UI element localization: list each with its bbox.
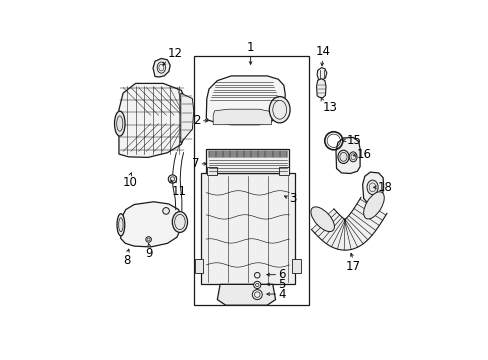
Polygon shape: [119, 84, 186, 157]
Ellipse shape: [117, 214, 124, 236]
Polygon shape: [213, 109, 271, 125]
Text: 1: 1: [246, 41, 254, 54]
Text: 17: 17: [345, 260, 360, 273]
Text: 2: 2: [193, 114, 200, 127]
Text: 15: 15: [346, 134, 360, 147]
Polygon shape: [362, 172, 383, 203]
Text: 10: 10: [122, 176, 137, 189]
Text: 4: 4: [278, 288, 285, 301]
Text: 9: 9: [145, 247, 153, 260]
Circle shape: [145, 237, 151, 242]
Polygon shape: [195, 260, 203, 273]
Ellipse shape: [269, 96, 289, 123]
Polygon shape: [317, 68, 326, 80]
Circle shape: [168, 175, 176, 183]
Polygon shape: [120, 202, 182, 247]
Circle shape: [252, 290, 262, 300]
Text: 11: 11: [171, 185, 186, 198]
Polygon shape: [316, 79, 325, 98]
Text: 14: 14: [315, 45, 329, 58]
Text: 16: 16: [356, 148, 371, 161]
Ellipse shape: [348, 152, 356, 162]
Text: 7: 7: [191, 157, 199, 170]
Text: 12: 12: [167, 47, 182, 60]
Text: 13: 13: [322, 102, 337, 114]
Polygon shape: [206, 76, 285, 125]
Ellipse shape: [363, 192, 384, 219]
Text: 3: 3: [289, 192, 296, 205]
Ellipse shape: [172, 212, 187, 233]
Ellipse shape: [310, 207, 334, 231]
Polygon shape: [207, 150, 287, 158]
Polygon shape: [335, 138, 359, 174]
Bar: [193, 56, 308, 305]
Polygon shape: [153, 58, 170, 77]
Polygon shape: [311, 197, 386, 250]
Polygon shape: [217, 284, 275, 305]
Text: 18: 18: [377, 181, 392, 194]
Circle shape: [254, 273, 260, 278]
Text: 8: 8: [123, 254, 131, 267]
Text: 6: 6: [278, 268, 285, 281]
Polygon shape: [292, 260, 300, 273]
Polygon shape: [206, 167, 216, 175]
Circle shape: [163, 208, 169, 214]
Ellipse shape: [337, 150, 348, 163]
Polygon shape: [278, 167, 288, 175]
Ellipse shape: [366, 180, 377, 194]
Ellipse shape: [114, 111, 125, 136]
Circle shape: [253, 281, 260, 288]
Polygon shape: [206, 149, 289, 174]
Polygon shape: [181, 93, 193, 143]
Text: 5: 5: [278, 278, 285, 291]
Polygon shape: [200, 174, 294, 284]
